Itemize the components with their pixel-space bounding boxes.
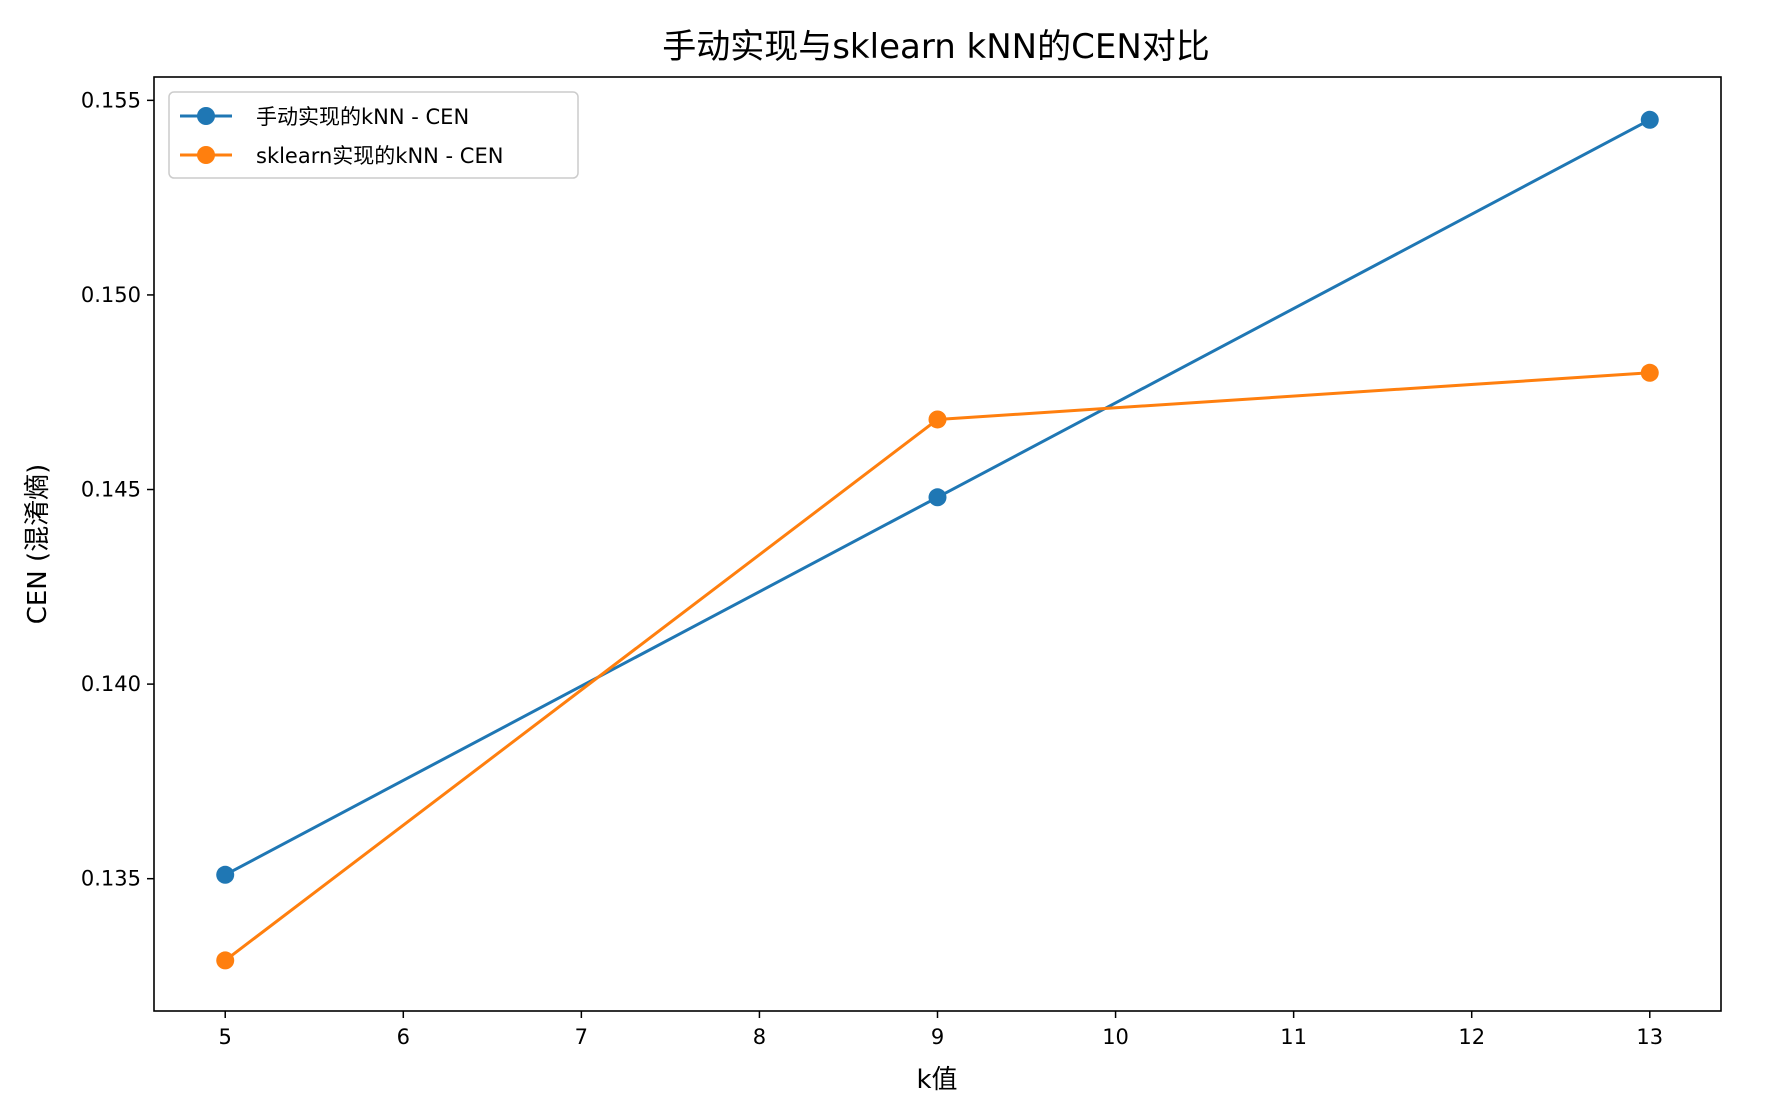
data-point <box>1640 110 1659 129</box>
x-tick-label: 10 <box>1102 1025 1129 1049</box>
data-point <box>216 865 235 884</box>
y-tick-label: 0.145 <box>81 478 141 502</box>
legend-marker <box>197 107 215 125</box>
x-tick-label: 5 <box>219 1025 232 1049</box>
x-tick-label: 11 <box>1280 1025 1307 1049</box>
x-tick-label: 9 <box>931 1025 944 1049</box>
plot-background <box>154 77 1721 1011</box>
plot-frame <box>153 76 1722 1012</box>
x-axis-ticks: 5 6 7 8 9 10 11 12 13 <box>219 1011 1663 1049</box>
y-axis-label: CEN (混淆熵) <box>23 464 53 625</box>
y-axis-ticks: 0.135 0.140 0.145 0.150 0.155 <box>81 88 154 891</box>
legend: 手动实现的kNN - CEN sklearn实现的kNN - CEN <box>168 91 579 179</box>
data-point <box>1640 363 1659 382</box>
y-tick-label: 0.155 <box>81 88 141 112</box>
plot-area <box>154 77 1721 1011</box>
legend-entry: sklearn实现的kNN - CEN <box>180 144 503 168</box>
y-tick-label: 0.150 <box>81 283 141 307</box>
legend-box <box>168 91 579 179</box>
series-1 <box>216 110 1659 884</box>
x-tick-label: 7 <box>575 1025 588 1049</box>
y-tick-label: 0.140 <box>81 672 141 696</box>
y-tick-label: 0.135 <box>81 867 141 891</box>
legend-entry: 手动实现的kNN - CEN <box>180 105 469 129</box>
x-tick-label: 12 <box>1458 1025 1485 1049</box>
series-2 <box>216 363 1659 970</box>
data-point <box>928 410 947 429</box>
legend-label: sklearn实现的kNN - CEN <box>256 144 503 168</box>
legend-marker <box>197 146 215 164</box>
legend-label: 手动实现的kNN - CEN <box>256 105 469 129</box>
series-layer <box>216 110 1659 970</box>
x-tick-label: 6 <box>397 1025 410 1049</box>
x-tick-label: 8 <box>753 1025 766 1049</box>
legend-entries: 手动实现的kNN - CEN sklearn实现的kNN - CEN <box>180 105 503 168</box>
chart-title: 手动实现与sklearn kNN的CEN对比 <box>662 27 1210 67</box>
x-axis-label: k值 <box>916 1065 957 1095</box>
data-point <box>928 488 947 507</box>
x-tick-label: 13 <box>1636 1025 1663 1049</box>
data-point <box>216 951 235 970</box>
